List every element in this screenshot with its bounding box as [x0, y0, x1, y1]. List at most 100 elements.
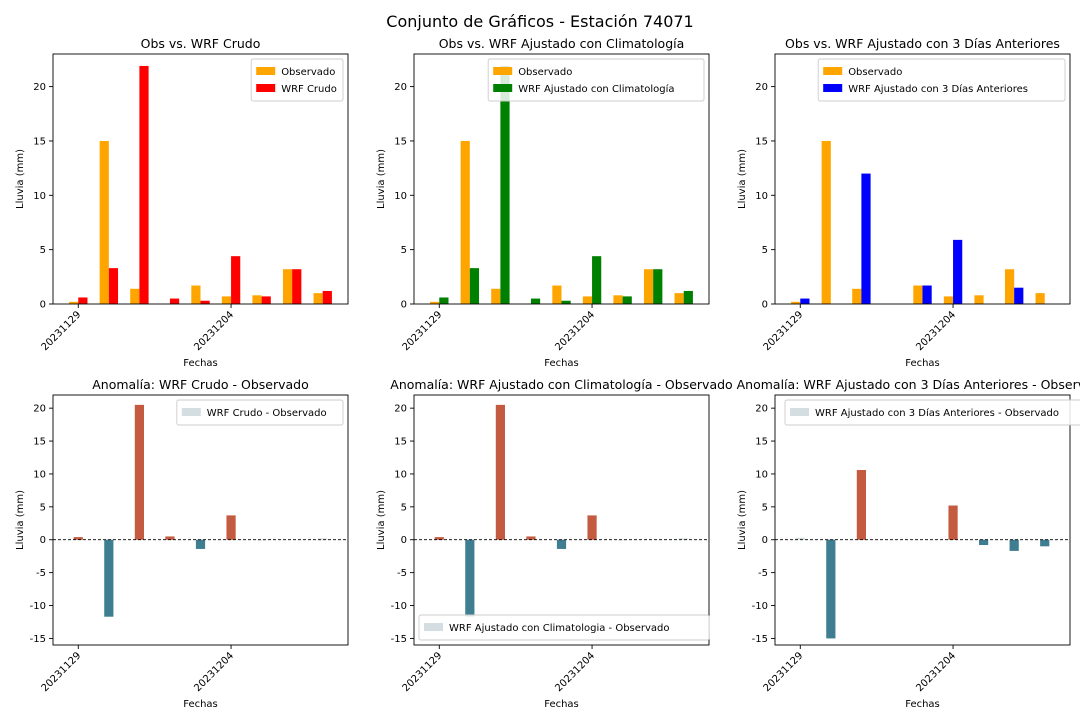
y-tick-label: 10 [33, 191, 46, 202]
y-tick-label: 5 [401, 245, 407, 256]
bar [953, 239, 963, 304]
bar [974, 295, 984, 304]
x-axis-label: Fechas [544, 358, 579, 369]
y-tick-label: 5 [401, 502, 407, 513]
bar [165, 536, 175, 540]
bar [439, 297, 449, 304]
x-axis-label: Fechas [905, 699, 940, 710]
y-tick-label: -15 [30, 634, 46, 645]
bar [292, 269, 302, 304]
bar [430, 301, 440, 304]
bar [821, 140, 831, 304]
bar [795, 537, 805, 540]
y-tick-label: -10 [30, 601, 46, 612]
y-tick-label: 10 [755, 191, 768, 202]
legend-swatch [823, 84, 843, 92]
legend-label: WRF Ajustado con 3 Días Anteriores - Obs… [815, 407, 1059, 419]
bar [460, 140, 470, 304]
legend-swatch [493, 84, 513, 92]
subplot-title: Anomalía: WRF Crudo - Observado [92, 377, 309, 392]
bar [618, 539, 628, 541]
bar [683, 290, 693, 304]
bar [191, 285, 201, 304]
y-tick-label: 0 [762, 535, 768, 546]
legend-swatch [256, 84, 276, 92]
y-tick-label: 20 [755, 404, 768, 415]
bar [643, 269, 654, 304]
bar [221, 296, 232, 304]
axes-frame [413, 394, 710, 646]
y-tick-label: 10 [33, 469, 46, 480]
legend-label: WRF Ajustado con 3 Días Anteriores [848, 83, 1028, 95]
axes-frame [52, 53, 349, 305]
x-tick-label: 20231204 [914, 650, 958, 694]
y-tick-label: 5 [40, 502, 46, 513]
axes-frame [774, 394, 1071, 646]
y-axis-label: Lluvia (mm) [376, 490, 387, 550]
bar [800, 298, 810, 304]
y-tick-label: 20 [394, 82, 407, 93]
y-tick-label: 15 [33, 437, 46, 448]
bar [1014, 287, 1024, 304]
legend: Observado WRF Ajustado con Climatología [487, 58, 705, 102]
y-tick-label: 15 [755, 136, 768, 147]
bar [73, 537, 83, 540]
y-axis-label: Lluvia (mm) [376, 149, 387, 209]
legend-box [487, 58, 705, 102]
bar [104, 539, 114, 617]
bar [231, 256, 241, 304]
y-tick-label: 15 [755, 437, 768, 448]
x-axis-label: Fechas [544, 699, 579, 710]
legend: WRF Ajustado con 3 Días Anteriores - Obs… [784, 399, 1080, 426]
y-tick-label: 10 [755, 469, 768, 480]
y-tick-label: 15 [394, 437, 407, 448]
subplot-title: Obs vs. WRF Ajustado con 3 Días Anterior… [785, 36, 1060, 51]
x-tick-label: 20231129 [762, 309, 806, 353]
x-tick-label: 20231129 [40, 309, 84, 353]
bar [491, 288, 501, 304]
bar [434, 537, 444, 540]
y-tick-label: 5 [762, 245, 768, 256]
y-tick-label: 20 [394, 404, 407, 415]
x-tick-label: 20231204 [192, 309, 236, 353]
legend-swatch [790, 408, 809, 416]
subplot-anomalia-wrf-3dias: Anomalía: WRF Ajustado con 3 Días Anteri… [737, 377, 1080, 710]
x-tick-label: 20231204 [914, 309, 958, 353]
legend: Observado WRF Crudo [250, 58, 344, 102]
bar [556, 539, 567, 549]
bar [582, 296, 593, 304]
y-tick-label: 0 [401, 300, 407, 311]
y-axis-label: Lluvia (mm) [15, 490, 26, 550]
legend: WRF Crudo - Observado [176, 399, 344, 426]
legend-box [418, 614, 710, 641]
subplot-obs-vs-wrf-climatologia: Obs vs. WRF Ajustado con Climatología 0 5 1… [376, 36, 710, 369]
y-tick-label: 0 [40, 535, 46, 546]
bar [252, 295, 262, 304]
legend-label: Observado [281, 67, 335, 78]
bar [313, 293, 323, 304]
legend-label: Observado [518, 67, 572, 78]
x-tick-label: 20231129 [401, 650, 445, 694]
legend-box [176, 399, 344, 426]
subplot-title: Anomalía: WRF Ajustado con Climatología … [390, 377, 732, 392]
legend-label: WRF Crudo [281, 84, 337, 95]
subplot-title: Obs vs. WRF Crudo [141, 36, 261, 51]
legend-label: Observado [848, 67, 902, 78]
bar [943, 296, 954, 304]
axes-frame [774, 53, 1071, 305]
axes-frame [52, 394, 349, 646]
y-tick-label: 15 [33, 136, 46, 147]
bar [526, 536, 536, 540]
bar [979, 539, 989, 545]
bar [130, 288, 140, 304]
x-axis-label: Fechas [183, 699, 218, 710]
bar [318, 538, 328, 540]
bar [200, 300, 210, 304]
bar [134, 404, 144, 540]
bar [613, 295, 623, 304]
legend-swatch [823, 67, 843, 75]
bar [69, 301, 79, 304]
y-tick-label: -10 [391, 601, 407, 612]
bar [99, 140, 109, 304]
subplot-obs-vs-wrf-crudo: Obs vs. WRF Crudo 0 5 10 15 20 20231129 2023120… [15, 36, 349, 369]
